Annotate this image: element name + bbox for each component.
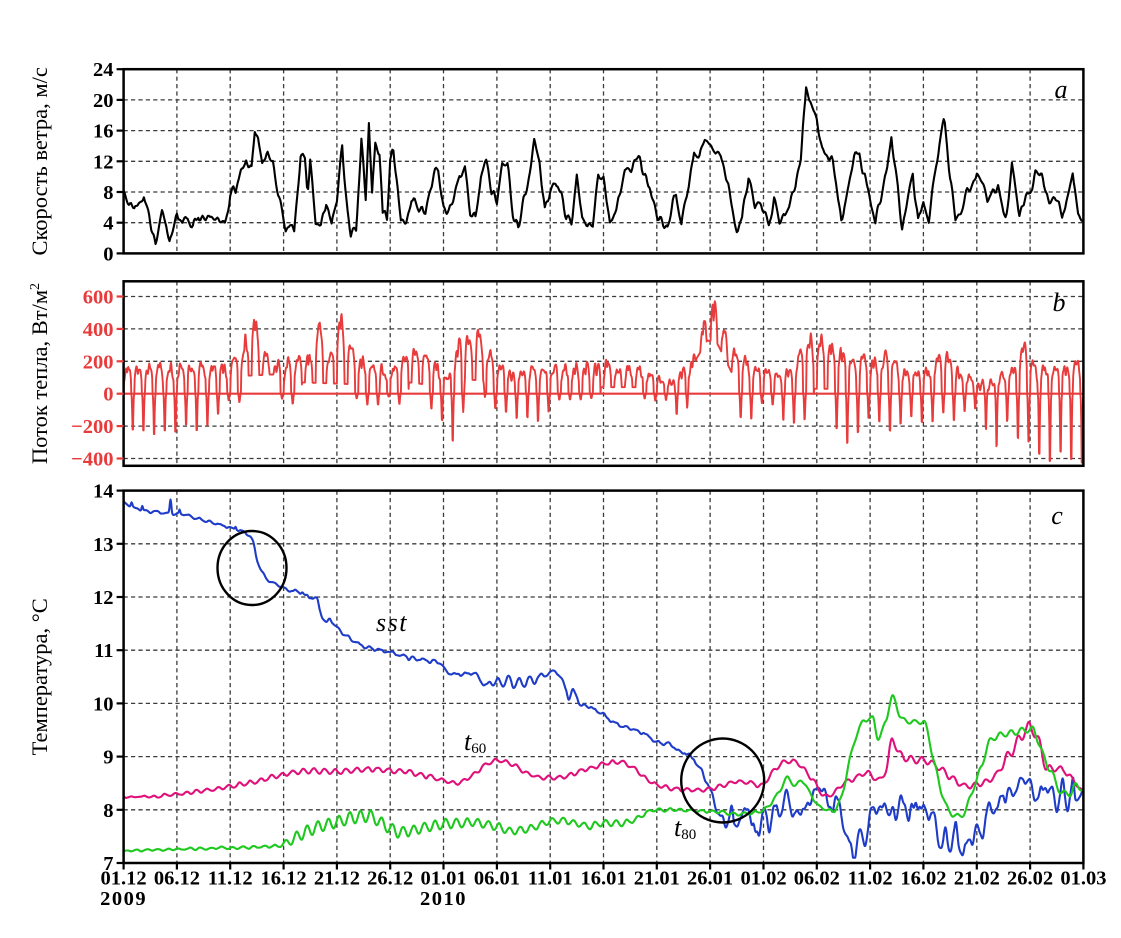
svg-text:21.01: 21.01 (634, 868, 680, 890)
svg-text:8: 8 (103, 182, 113, 204)
svg-text:16: 16 (93, 121, 114, 143)
svg-text:11.01: 11.01 (528, 868, 573, 890)
svg-text:2009: 2009 (100, 888, 147, 910)
svg-text:11: 11 (94, 640, 113, 662)
svg-text:01.03: 01.03 (1060, 868, 1106, 890)
svg-text:12: 12 (93, 151, 114, 173)
svg-text:16.12: 16.12 (261, 868, 307, 890)
svg-text:10: 10 (93, 693, 114, 715)
svg-text:26.02: 26.02 (1007, 868, 1053, 890)
svg-text:12: 12 (93, 587, 114, 609)
svg-text:24: 24 (93, 59, 114, 81)
svg-text:20: 20 (93, 90, 114, 112)
svg-text:9: 9 (103, 747, 113, 769)
svg-text:11.02: 11.02 (848, 868, 893, 890)
svg-text:sst: sst (376, 608, 408, 637)
svg-text:01.02: 01.02 (740, 868, 786, 890)
svg-text:16.02: 16.02 (900, 868, 946, 890)
svg-text:−200: −200 (71, 416, 113, 438)
svg-text:7: 7 (103, 853, 113, 875)
svg-text:13: 13 (93, 534, 114, 556)
svg-text:21.02: 21.02 (954, 868, 1000, 890)
svg-text:26.12: 26.12 (367, 868, 413, 890)
svg-text:0: 0 (103, 384, 113, 406)
svg-text:2010: 2010 (420, 888, 467, 910)
svg-text:21.12: 21.12 (314, 868, 360, 890)
svg-text:26.01: 26.01 (687, 868, 733, 890)
svg-text:06.02: 06.02 (794, 868, 840, 890)
svg-text:01.12: 01.12 (101, 868, 147, 890)
svg-text:11.12: 11.12 (208, 868, 253, 890)
svg-text:06.12: 06.12 (154, 868, 200, 890)
svg-text:−400: −400 (71, 449, 113, 471)
svg-text:Поток тепла, Вт/м2: Поток тепла, Вт/м2 (27, 283, 52, 464)
svg-text:400: 400 (83, 319, 114, 341)
svg-text:600: 600 (83, 287, 114, 309)
svg-text:a: a (1055, 75, 1068, 104)
svg-text:14: 14 (93, 481, 114, 503)
svg-text:01.01: 01.01 (420, 868, 466, 890)
svg-text:06.01: 06.01 (474, 868, 520, 890)
svg-text:Температура, °С: Температура, °С (27, 598, 52, 755)
svg-text:8: 8 (103, 800, 113, 822)
svg-text:b: b (1053, 288, 1066, 317)
svg-text:200: 200 (83, 351, 114, 373)
svg-text:16.01: 16.01 (580, 868, 626, 890)
svg-text:c: c (1051, 501, 1063, 530)
svg-text:0: 0 (103, 243, 113, 265)
svg-text:4: 4 (103, 213, 113, 235)
svg-text:Скорость ветра, м/с: Скорость ветра, м/с (27, 67, 52, 255)
